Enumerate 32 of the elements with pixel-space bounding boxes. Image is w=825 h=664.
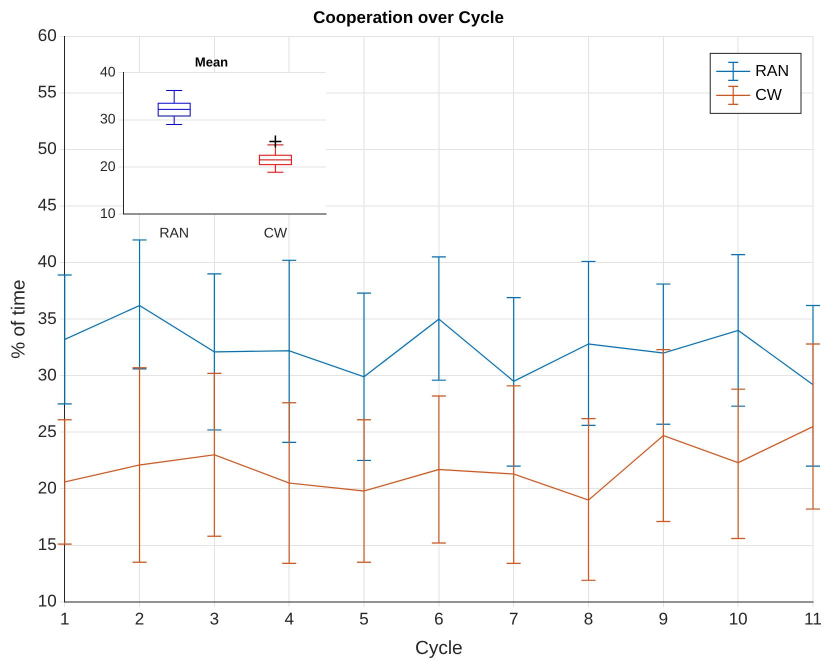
x-tick-label: 10 xyxy=(728,610,748,629)
x-tick-label: 7 xyxy=(508,610,518,629)
y-tick-label: 20 xyxy=(100,158,116,174)
y-tick-label: 35 xyxy=(38,308,57,328)
x-tick-label: 2 xyxy=(134,610,144,629)
x-tick-label: 11 xyxy=(804,610,822,629)
y-axis-title: % of time xyxy=(8,280,30,359)
y-tick-label: 40 xyxy=(38,252,57,272)
x-tick-label: 8 xyxy=(584,610,594,629)
x-tick-label: 6 xyxy=(434,610,444,629)
legend-label: RAN xyxy=(755,62,789,80)
x-tick-label: 9 xyxy=(658,610,668,629)
y-tick-label: 10 xyxy=(100,205,116,222)
y-tick-label: 10 xyxy=(38,591,57,610)
y-tick-label: 30 xyxy=(38,365,57,384)
y-tick-label: 45 xyxy=(38,196,57,215)
y-tick-label: 20 xyxy=(38,478,57,498)
y-tick-label: 30 xyxy=(100,110,116,127)
y-tick-label: 15 xyxy=(38,534,57,554)
y-tick-label: 50 xyxy=(38,139,57,158)
y-tick-label: 60 xyxy=(38,26,57,46)
x-tick-label: 1 xyxy=(60,610,70,629)
x-tick-label: 4 xyxy=(284,610,294,629)
chart-title: Mean xyxy=(194,54,228,70)
x-tick-label: 3 xyxy=(210,610,220,629)
y-tick-label: 40 xyxy=(100,63,116,80)
y-tick-label: 25 xyxy=(38,422,57,441)
x-axis-title: Cycle xyxy=(415,638,463,659)
x-tick-label: 5 xyxy=(359,610,369,629)
y-tick-label: 55 xyxy=(38,82,57,102)
chart-title: Cooperation over Cycle xyxy=(313,8,504,27)
legend-label: CW xyxy=(755,86,783,104)
